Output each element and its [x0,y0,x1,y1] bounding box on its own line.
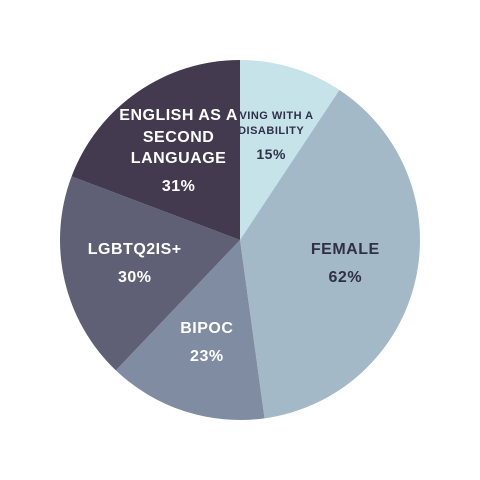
value-label: 23% [190,347,224,365]
label-box: FEMALE 62% [275,204,415,324]
label-box: LIVING WITH A DISABILITY 15% [216,77,326,197]
label-box: ENGLISH AS A SECOND LANGUAGE 31% [109,91,249,211]
slice-label: LIVING WITH A DISABILITY 15% [216,77,326,197]
value-label: 15% [256,145,286,162]
slice-label: ENGLISH AS A SECOND LANGUAGE 31% [109,91,249,211]
category-label: LIVING WITH A DISABILITY [228,110,314,138]
pie-slice [240,89,420,419]
pie-slice [59,176,240,371]
label-box: BIPOC 23% [137,283,277,403]
slice-label: LGBTQ2IS+ 30% [65,204,205,324]
category-label: BIPOC [180,320,234,338]
pie-slice [71,60,240,240]
label-box: LGBTQ2IS+ 30% [65,204,205,324]
slice-label: FEMALE 62% [275,204,415,324]
pie-slice [240,60,340,240]
category-label: FEMALE [310,241,380,259]
pie-slice [115,240,265,420]
value-label: 31% [161,177,196,195]
value-label: 62% [328,269,363,287]
value-label: 30% [117,269,152,287]
slice-label: BIPOC 23% [137,283,277,403]
category-label: LGBTQ2IS+ [87,241,182,259]
category-label: ENGLISH AS A SECOND LANGUAGE [119,106,238,168]
